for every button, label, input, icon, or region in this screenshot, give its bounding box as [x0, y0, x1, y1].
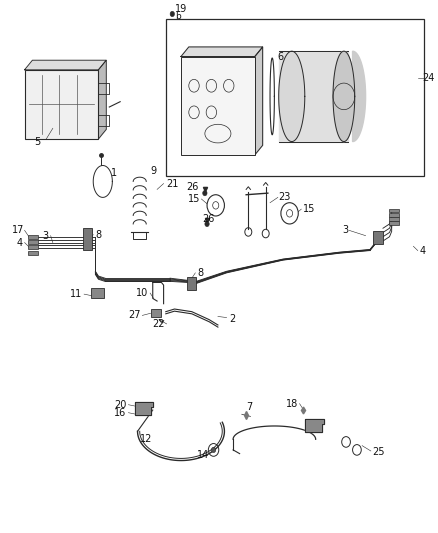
- Text: 7: 7: [246, 402, 252, 413]
- Bar: [389, 208, 399, 212]
- Text: 20: 20: [114, 400, 127, 410]
- Text: 26: 26: [202, 214, 215, 224]
- Text: 25: 25: [372, 447, 385, 456]
- Polygon shape: [353, 51, 366, 142]
- Text: 21: 21: [166, 179, 178, 189]
- Text: 2: 2: [229, 313, 235, 324]
- Text: 4: 4: [420, 246, 426, 255]
- Bar: [389, 221, 399, 225]
- Text: b: b: [175, 12, 181, 21]
- Text: 9: 9: [151, 166, 157, 176]
- Text: 12: 12: [139, 434, 152, 445]
- Circle shape: [205, 221, 209, 227]
- Polygon shape: [333, 51, 355, 142]
- Circle shape: [170, 11, 174, 17]
- Text: 16: 16: [114, 408, 127, 418]
- Bar: [181, 56, 255, 155]
- Bar: [25, 70, 99, 139]
- Text: 6: 6: [278, 52, 284, 61]
- Text: 8: 8: [197, 268, 203, 278]
- Polygon shape: [305, 419, 324, 432]
- Bar: [91, 288, 104, 298]
- Text: 14: 14: [197, 450, 209, 460]
- Text: 23: 23: [279, 192, 291, 203]
- Bar: [389, 213, 399, 216]
- Text: 26: 26: [186, 182, 198, 192]
- Text: 18: 18: [286, 399, 298, 409]
- Text: 22: 22: [152, 319, 165, 329]
- Text: 24: 24: [422, 73, 434, 83]
- Bar: [28, 245, 39, 249]
- Text: 3: 3: [342, 225, 348, 236]
- Text: 10: 10: [136, 288, 148, 298]
- Bar: [83, 228, 92, 250]
- Text: 15: 15: [188, 194, 200, 204]
- Circle shape: [203, 190, 207, 196]
- Polygon shape: [279, 51, 348, 142]
- Text: 1: 1: [111, 168, 117, 178]
- Text: 17: 17: [12, 225, 24, 236]
- Polygon shape: [181, 47, 263, 56]
- Text: 15: 15: [303, 204, 315, 214]
- Bar: [374, 231, 383, 244]
- Text: 8: 8: [95, 230, 102, 240]
- Text: 11: 11: [70, 289, 82, 299]
- Polygon shape: [255, 47, 263, 155]
- Bar: [187, 277, 196, 290]
- Bar: [389, 217, 399, 221]
- Polygon shape: [279, 51, 305, 142]
- Bar: [166, 19, 424, 176]
- Polygon shape: [99, 60, 106, 139]
- Polygon shape: [25, 60, 106, 70]
- Bar: [28, 240, 39, 244]
- Bar: [28, 235, 39, 239]
- Bar: [28, 251, 39, 255]
- Bar: [151, 309, 162, 317]
- Text: 3: 3: [42, 231, 49, 241]
- Text: 5: 5: [35, 136, 41, 147]
- Text: 4: 4: [16, 238, 22, 247]
- Polygon shape: [135, 402, 153, 415]
- Text: 27: 27: [128, 310, 141, 320]
- Text: 19: 19: [174, 4, 187, 14]
- Circle shape: [212, 447, 216, 453]
